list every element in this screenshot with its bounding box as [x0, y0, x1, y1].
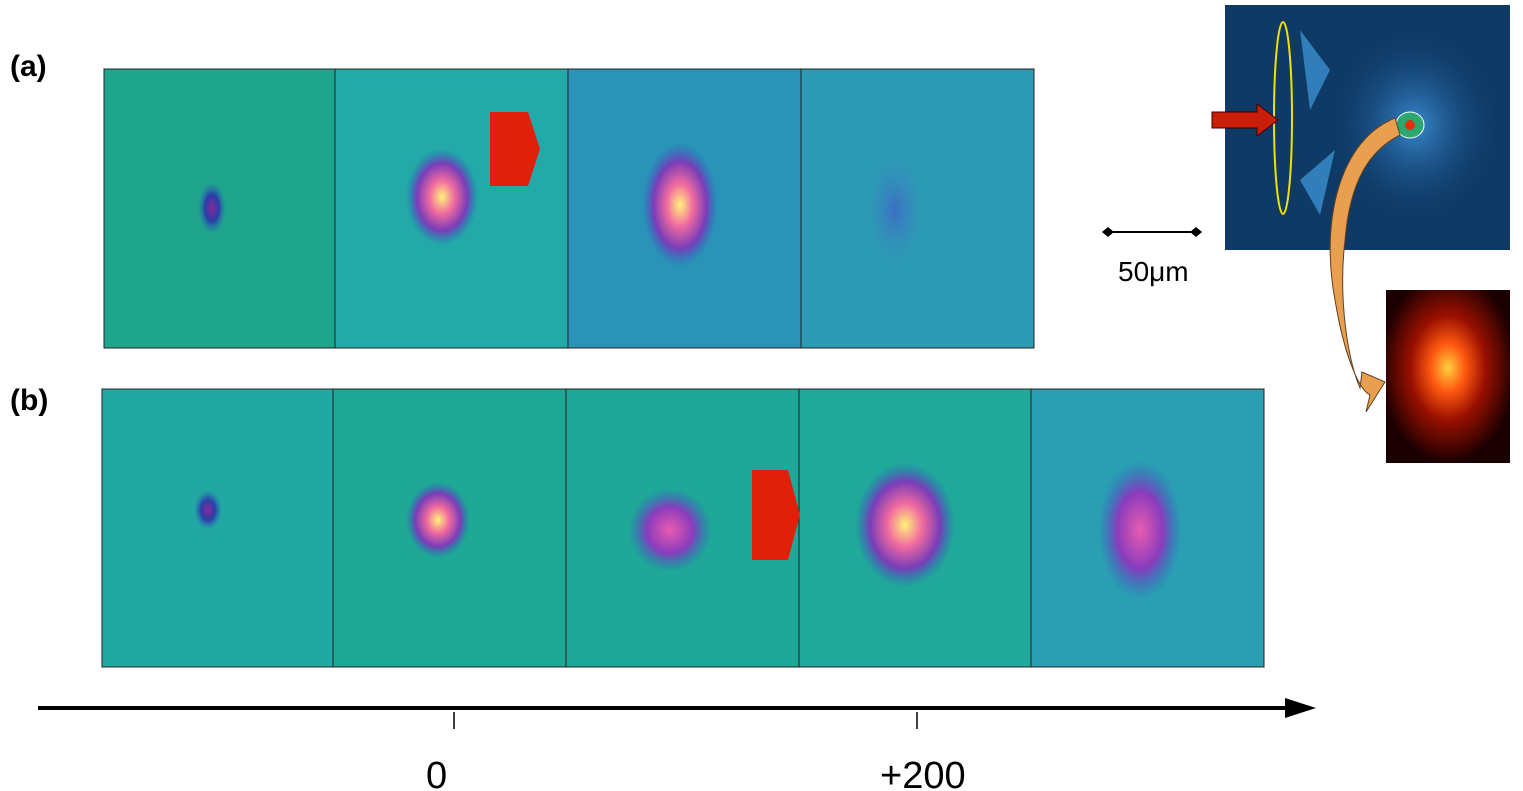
blob	[406, 149, 478, 245]
red-arrow	[752, 470, 800, 560]
panel-label: (b)	[10, 384, 48, 417]
red-arrow	[1211, 102, 1279, 138]
tick-label: 0	[426, 755, 447, 791]
red-arrow	[490, 112, 540, 186]
core	[1405, 120, 1415, 130]
blob	[628, 488, 712, 572]
axis-arrowhead	[1285, 698, 1316, 718]
scale-bar-end	[1102, 227, 1114, 237]
panel-label: (a)	[10, 50, 47, 83]
blob	[198, 182, 226, 234]
curved-arrow	[1329, 117, 1401, 413]
blob	[865, 152, 925, 268]
tick-label: +200	[880, 755, 966, 791]
zoom-image	[1386, 290, 1510, 463]
blob	[406, 482, 470, 558]
scale-bar-label: 50μm	[1118, 256, 1189, 287]
blob	[194, 490, 222, 530]
blob	[1098, 460, 1182, 600]
image-panel	[101, 388, 334, 668]
blob	[642, 143, 718, 267]
scale-bar-end	[1190, 227, 1202, 237]
blob	[855, 463, 955, 587]
streak	[1300, 30, 1335, 215]
